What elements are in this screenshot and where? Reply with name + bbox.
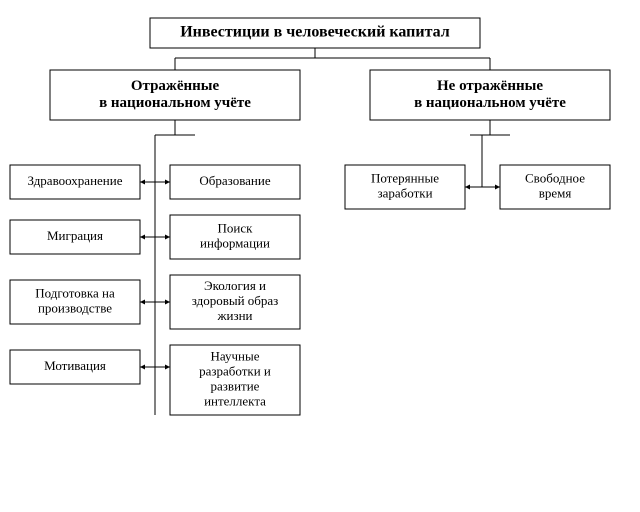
node-l3a: Подготовка напроизводстве: [10, 280, 140, 324]
node-label: Мотивация: [44, 358, 106, 373]
node-label: заработки: [377, 185, 432, 200]
node-root: Инвестиции в человеческий капитал: [150, 18, 480, 48]
node-label: Здравоохранение: [28, 173, 123, 188]
node-label: интеллекта: [204, 393, 266, 408]
node-label: информации: [200, 235, 270, 250]
node-label: Свободное: [525, 171, 585, 186]
node-label: производстве: [38, 300, 112, 315]
node-label: Миграция: [47, 228, 103, 243]
node-label: Отражённые: [131, 78, 220, 94]
node-label: Образование: [199, 173, 270, 188]
node-label: Потерянные: [371, 171, 439, 186]
node-label: в национальном учёте: [99, 95, 251, 111]
node-l2a: Миграция: [10, 220, 140, 254]
node-r2: Свободноевремя: [500, 165, 610, 209]
node-label: здоровый образ: [192, 293, 279, 308]
node-l2b: Поискинформации: [170, 215, 300, 259]
node-right: Не отражённыев национальном учёте: [370, 70, 610, 120]
node-l1b: Образование: [170, 165, 300, 199]
node-label: Не отражённые: [437, 78, 543, 94]
node-label: Экология и: [204, 278, 266, 293]
node-label: жизни: [217, 308, 253, 323]
node-label: разработки и: [199, 364, 271, 379]
node-l4b: Научныеразработки иразвитиеинтеллекта: [170, 345, 300, 415]
node-label: Подготовка на: [35, 286, 115, 301]
node-l4a: Мотивация: [10, 350, 140, 384]
diagram-canvas: Инвестиции в человеческий капитал Отражён…: [0, 0, 640, 512]
node-label: время: [539, 185, 572, 200]
node-r1: Потерянныезаработки: [345, 165, 465, 209]
node-label: в национальном учёте: [414, 95, 566, 111]
node-label: Научные: [211, 349, 260, 364]
node-l1a: Здравоохранение: [10, 165, 140, 199]
node-label: развитие: [211, 378, 260, 393]
node-label: Инвестиции в человеческий капитал: [180, 24, 450, 41]
node-l3b: Экология издоровый образжизни: [170, 275, 300, 329]
node-label: Поиск: [218, 221, 254, 236]
node-left: Отражённыев национальном учёте: [50, 70, 300, 120]
